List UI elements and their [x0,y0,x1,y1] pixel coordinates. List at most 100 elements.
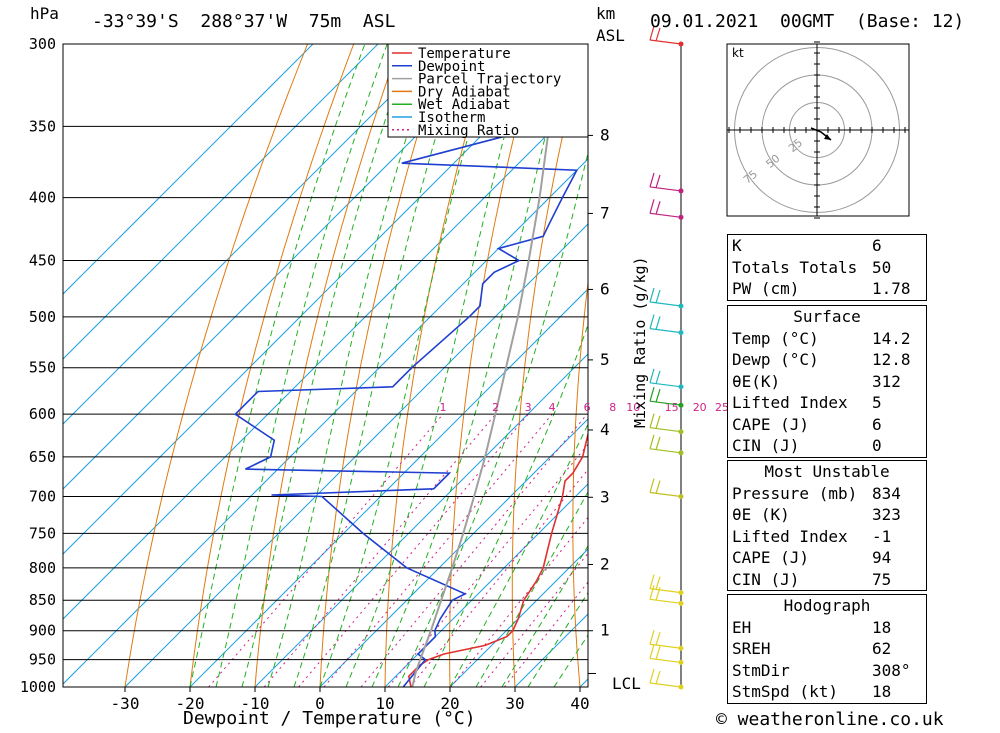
datetime-title: 09.01.2021 00GMT (Base: 12) [650,11,965,32]
index-row: PW (cm) 1.78 [728,278,926,300]
isotherm-line [254,353,588,687]
mixing-ratio-line [387,443,588,687]
wind-barb-feather [655,174,661,189]
hodograph-label: EH [732,617,752,637]
wind-barb-feather [649,585,655,600]
surface-row: Dewp (°C) 12.8 [728,349,926,371]
dry-adiabat-line [189,44,355,687]
temperature-tick-label: 20 [440,694,459,713]
wind-barb-feather [649,478,655,493]
legend-box [387,43,589,138]
lcl-label: LCL [612,674,641,693]
pressure-tick-label: 950 [29,651,56,669]
surface-row: CIN (J) 0 [728,435,926,457]
legend-label: Wet Adiabat [418,97,511,113]
index-label: Totals Totals [732,257,858,277]
pressure-tick-label: 550 [29,359,56,377]
surface-label: CIN (J) [732,436,800,455]
mixing-ratio-label: 6 [584,401,591,414]
km-tick-label: 3 [600,487,610,506]
wind-barb-feather [655,370,661,384]
hodograph-value: 62 [872,639,892,658]
credit: © weatheronline.co.uk [716,709,944,730]
wind-barb-feather [655,289,661,304]
most-unstable-value: 75 [872,569,892,589]
hodograph-row: SREH 62 [728,638,926,660]
surface-value: 5 [872,393,882,412]
wind-barb-shaft [649,682,682,688]
surface-label: Dewp (°C) [732,350,819,369]
wind-barb-feather [649,434,655,449]
hodograph-value: 308° [872,660,911,680]
mixing-ratio-label: 3 [525,401,532,414]
wind-barb-feather [649,314,655,329]
hodograph-row: StmSpd (kt) 18 [728,681,926,703]
index-row: Totals Totals 50 [728,257,926,279]
wind-barb-feather [655,27,661,42]
isotherm-line [124,223,588,687]
wind-barb-feather [655,316,661,330]
surface-row: Lifted Index 5 [728,392,926,414]
wind-barb-shaft [649,212,682,218]
index-label: K [732,236,742,255]
mixing-ratio-label: 20 [693,401,707,414]
parcel-trajectory-line [411,44,561,687]
most-unstable-row: CAPE (J) 94 [728,547,926,569]
temperature-line [407,430,588,687]
isotherm-line [63,44,444,425]
mixing-ratio-axis-label: Mixing Ratio (g/kg) [631,256,649,428]
temperature-tick-label: 0 [315,694,325,713]
wind-barb-shaft [649,598,682,604]
hodograph-value: 18 [872,617,892,637]
surface-row: CAPE (J) 6 [728,414,926,436]
wind-barb-feather [655,480,661,494]
wind-barb-feather [649,574,655,589]
most-unstable-row: θE (K) 323 [728,504,926,526]
wind-barb-feather [655,415,661,429]
mixing-ratio-label: 10 [626,401,640,414]
x-axis-label: Dewpoint / Temperature (°C) [183,708,476,729]
mixing-ratio-label: 1 [439,401,446,414]
km-label: km [596,4,616,23]
profiles [234,44,588,687]
wind-barb-shaft [649,382,682,388]
hodograph-table: Hodograph EH 18 SREH 62 StmDir 308° StmSpd (kt… [727,594,927,704]
mixing-ratio-labels: 1 2 3 4 6 8 10 15 20 25 [439,401,729,414]
wind-barb-shaft [649,448,682,454]
km-tick-label: 1 [600,621,610,640]
pressure-tick-label: 900 [29,622,56,640]
mixing-ratio-line [323,413,553,687]
wind-barb-feather [655,389,661,403]
temperature-tick-label: -10 [241,694,270,713]
isotherm-line [63,44,509,490]
wind-barb-feather [655,646,661,660]
pressure-tick-label: 450 [29,252,56,270]
pressure-tick-label: 650 [29,448,56,466]
mixing-ratio-label: 8 [609,401,616,414]
dewpoint-line [234,44,579,687]
isotherm-line [319,418,588,687]
pressure-tick-label: 300 [29,35,56,53]
plot-frame [62,43,589,688]
wind-barb-shaft [649,588,682,594]
most-unstable-label: Lifted Index [732,526,848,546]
wind-barb-feather [649,668,655,684]
hodograph-row: StmDir 308° [728,660,926,682]
hodograph-label: SREH [732,639,771,658]
km-tick-label: 5 [600,350,610,369]
most-unstable-value: -1 [872,526,892,546]
hodograph-arrow-icon [824,134,831,140]
legend-label: Dry Adiabat [418,84,511,100]
temperature-tick-label: 10 [375,694,394,713]
wind-barb-feather [649,287,655,303]
wind-barb-shaft [649,657,682,664]
pressure-tick-label: 750 [29,524,56,542]
surface-value: 312 [872,371,901,391]
isotherm-line [63,44,379,360]
wind-barb-feather [655,201,661,215]
wind-barb-feather [649,630,655,645]
wind-barb-feather [649,413,655,428]
surface-value: 12.8 [872,350,911,369]
